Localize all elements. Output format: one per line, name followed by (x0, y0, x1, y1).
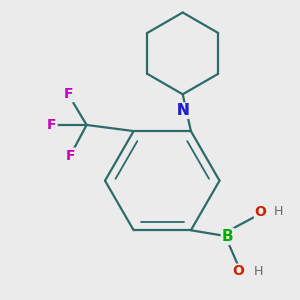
Text: B: B (222, 229, 233, 244)
Text: F: F (47, 118, 57, 132)
Text: N: N (176, 103, 189, 118)
Text: O: O (232, 264, 244, 278)
Text: O: O (254, 205, 266, 219)
Text: F: F (64, 87, 73, 101)
Text: F: F (64, 87, 73, 101)
Text: F: F (65, 148, 75, 163)
Text: H: H (254, 265, 263, 278)
Text: N: N (176, 103, 189, 118)
Text: N: N (176, 103, 189, 118)
Text: H: H (274, 206, 283, 218)
Text: B: B (222, 229, 233, 244)
Text: F: F (65, 148, 75, 163)
Text: F: F (47, 118, 57, 132)
